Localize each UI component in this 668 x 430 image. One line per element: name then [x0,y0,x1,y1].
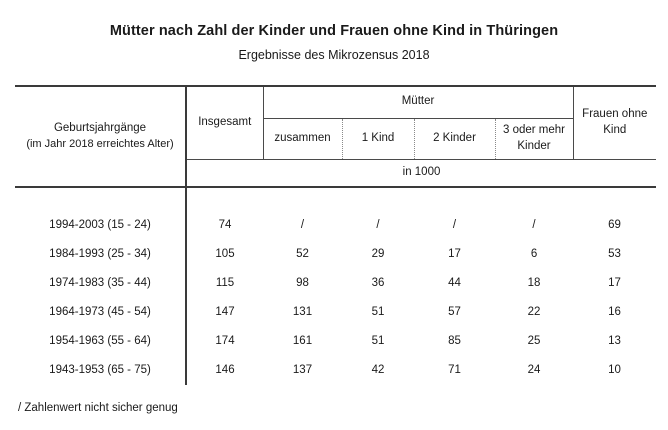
cell-value: 6 [530,247,538,260]
column-header-2-children: 2 Kinder [413,118,495,160]
cell-value: 25 [527,334,541,347]
cell-value: 131 [292,305,313,318]
cell-value: 51 [371,334,385,347]
page-subtitle: Ergebnisse des Mikrozensus 2018 [238,48,430,62]
cell-value: 29 [371,247,385,260]
row-label: 1974-1983 (35 - 44) [15,269,187,298]
cell-value: / [532,218,536,231]
row-label: 1994-2003 (15 - 24) [15,211,187,240]
unit-label: in 1000 [186,159,657,188]
cell-value: 53 [608,247,621,260]
column-header-birth-cohorts-line2: (im Jahr 2018 erreichtes Alter) [26,137,174,150]
row-label: 1943-1953 (65 - 75) [15,356,187,385]
cell-value: 42 [371,363,385,376]
column-header-1-child: 1 Kind [341,118,414,160]
cell-value: 22 [527,305,541,318]
cell-value: 98 [296,276,309,289]
column-header-total: Insgesamt [186,86,264,160]
column-header-birth-cohorts: Geburtsjahrgänge (im Jahr 2018 erreichte… [15,86,187,188]
table-row: 1984-1993 (25 - 34) 105 52 29 17 6 53 [15,240,656,269]
cell-value: 36 [371,276,385,289]
cell-value: 174 [215,334,235,347]
cell-value: / [376,218,380,231]
table-row: 1974-1983 (35 - 44) 115 98 36 44 18 17 [15,269,656,298]
cell-value: 69 [608,218,621,231]
cell-value: 24 [527,363,541,376]
row-label: 1984-1993 (25 - 34) [15,240,187,269]
statistics-table: Geburtsjahrgänge (im Jahr 2018 erreichte… [15,85,657,385]
column-header-mothers-together: zusammen [263,118,342,160]
row-label: 1964-1973 (45 - 54) [15,298,187,327]
unit-row: in 1000 [15,159,657,188]
cell-value: 17 [448,247,461,260]
cell-value: 16 [608,305,621,318]
column-header-3-or-more-children: 3 oder mehr Kinder [494,118,574,160]
cell-value: 51 [371,305,385,318]
column-header-women-without-child: Frauen ohne Kind [572,86,657,160]
table-row: 1954-1963 (55 - 64) 174 161 51 85 25 13 [15,327,656,356]
footnote: / Zahlenwert nicht sicher genug [18,402,178,414]
cell-value: 115 [215,276,235,289]
header-row-groups: Geburtsjahrgänge (im Jahr 2018 erreichte… [15,86,657,188]
cell-value: 85 [448,334,461,347]
cell-value: 10 [608,363,621,376]
cell-value: 137 [292,363,313,376]
cell-value: 52 [296,247,309,260]
table-row: 1943-1953 (65 - 75) 146 137 42 71 24 10 [15,356,656,385]
cell-value: 147 [215,305,235,318]
cell-value: 105 [215,247,235,260]
cell-value: 57 [448,305,461,318]
cell-value: 13 [608,334,621,347]
cell-value: 18 [527,276,541,289]
cell-value: 146 [215,363,235,376]
cell-value: 17 [608,276,621,289]
column-group-header-mothers: Mütter [263,86,574,119]
spacer-row [15,187,656,211]
cell-value: 74 [218,218,232,231]
cell-value: 44 [448,276,461,289]
cell-value: / [452,218,457,231]
table-row: 1964-1973 (45 - 54) 147 131 51 57 22 16 [15,298,656,327]
column-header-birth-cohorts-line1: Geburtsjahrgänge [53,122,147,135]
page-title: Mütter nach Zahl der Kinder und Frauen o… [109,23,559,39]
row-label: 1954-1963 (55 - 64) [15,327,187,356]
cell-value: / [300,218,305,231]
cell-value: 71 [448,363,461,376]
cell-value: 161 [292,334,313,347]
header-row-subcolumns: zusammen 1 Kind 2 Kinder 3 oder mehr Kin… [15,118,656,160]
table-row: 1994-2003 (15 - 24) 74 / / / / 69 [15,211,656,240]
